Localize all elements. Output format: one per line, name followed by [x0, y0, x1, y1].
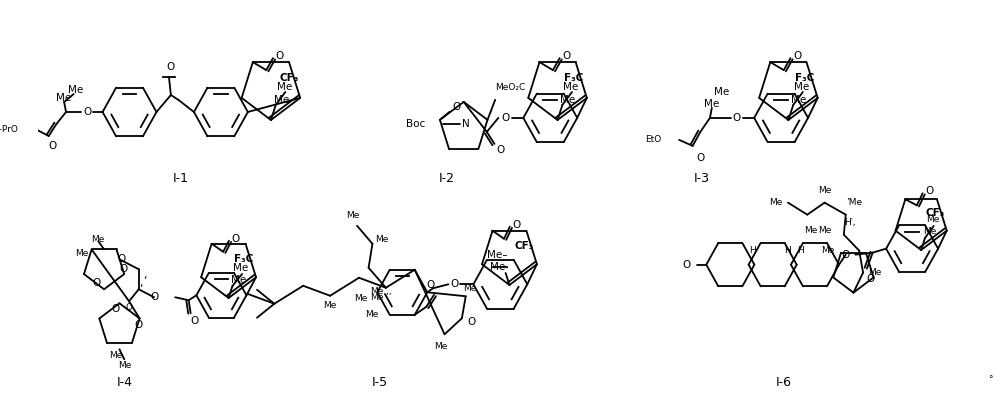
Text: Me: Me: [75, 249, 89, 258]
Text: Me: Me: [821, 246, 834, 255]
Text: O: O: [925, 186, 933, 197]
Text: Me: Me: [923, 227, 936, 237]
Text: Me: Me: [804, 226, 818, 235]
Text: Me: Me: [794, 82, 809, 92]
Text: O: O: [48, 141, 57, 151]
Text: O: O: [135, 320, 143, 330]
Text: Me: Me: [791, 95, 807, 105]
Text: I-5: I-5: [372, 376, 388, 389]
Text: Me: Me: [92, 235, 105, 244]
Text: EtO: EtO: [646, 135, 662, 145]
Text: Me,,,: Me,,,: [370, 287, 392, 296]
Text: O: O: [190, 316, 199, 326]
Text: Me: Me: [68, 85, 83, 95]
Text: CF₃: CF₃: [515, 241, 534, 251]
Text: Me: Me: [119, 361, 132, 370]
Text: Me: Me: [323, 301, 337, 310]
Text: CF₃: CF₃: [279, 73, 299, 83]
Text: Me: Me: [818, 226, 831, 235]
Text: I-4: I-4: [117, 376, 133, 389]
Text: Me: Me: [375, 235, 389, 244]
Text: O: O: [117, 254, 126, 264]
Text: Me: Me: [490, 262, 506, 272]
Text: O: O: [450, 279, 458, 289]
Text: Me: Me: [365, 310, 378, 319]
Text: O: O: [83, 107, 91, 117]
Text: Me: Me: [354, 294, 368, 303]
Text: Me: Me: [346, 211, 360, 220]
Text: Me: Me: [704, 99, 719, 109]
Text: O: O: [793, 51, 801, 61]
Text: i-PrO: i-PrO: [0, 125, 18, 135]
Text: O: O: [696, 153, 704, 163]
Text: Me: Me: [560, 95, 576, 105]
Text: I-1: I-1: [173, 172, 189, 185]
Text: O: O: [111, 304, 120, 314]
Text: MeO₂C: MeO₂C: [495, 83, 525, 93]
Text: Boc: Boc: [406, 119, 425, 129]
Text: °: °: [988, 376, 993, 385]
Text: O: O: [276, 51, 284, 61]
Text: O: O: [512, 220, 521, 230]
Text: O: O: [501, 113, 509, 123]
Text: Me: Me: [109, 351, 122, 360]
Text: H: H: [749, 246, 756, 255]
Text: Me: Me: [926, 216, 939, 224]
Text: O: O: [841, 250, 850, 260]
Text: ,: ,: [139, 278, 142, 288]
Text: ,: ,: [143, 270, 146, 280]
Text: Me: Me: [769, 198, 782, 207]
Text: H′,: H′,: [844, 218, 855, 227]
Text: Me: Me: [274, 95, 289, 105]
Text: O: O: [452, 102, 460, 112]
Text: F₃C: F₃C: [234, 254, 253, 264]
Text: I-2: I-2: [439, 172, 455, 185]
Text: N: N: [462, 119, 470, 129]
Text: O: O: [167, 62, 175, 72]
Text: O: O: [92, 278, 100, 288]
Text: Me: Me: [277, 82, 292, 92]
Text: H: H: [797, 246, 804, 255]
Text: F₃C: F₃C: [795, 73, 814, 83]
Text: Me: Me: [818, 186, 831, 195]
Text: O: O: [119, 264, 127, 274]
Text: Me: Me: [463, 284, 476, 293]
Text: O: O: [426, 280, 434, 290]
Text: O: O: [867, 274, 875, 283]
Text: I-6: I-6: [776, 376, 792, 389]
Text: Me: Me: [371, 293, 384, 302]
Text: O: O: [126, 303, 133, 312]
Text: O: O: [562, 51, 571, 61]
Text: H: H: [784, 246, 790, 255]
Text: O: O: [232, 234, 240, 244]
Text: I-3: I-3: [694, 172, 710, 185]
Text: Me: Me: [233, 263, 249, 273]
Text: Me: Me: [714, 87, 729, 97]
Text: ,: ,: [488, 105, 491, 115]
Text: Me: Me: [868, 268, 881, 277]
Text: O: O: [683, 260, 691, 270]
Text: CF₃: CF₃: [925, 208, 945, 218]
Text: ’Me: ’Me: [846, 198, 862, 207]
Text: O: O: [733, 113, 741, 123]
Text: Me: Me: [563, 82, 579, 92]
Text: Me: Me: [56, 93, 72, 103]
Text: Me: Me: [434, 342, 447, 351]
Text: .: .: [141, 285, 144, 294]
Text: F₃C: F₃C: [564, 73, 583, 83]
Text: O: O: [151, 292, 159, 302]
Text: Me: Me: [231, 275, 246, 285]
Text: O: O: [467, 317, 476, 327]
Text: O: O: [496, 145, 504, 155]
Text: Me–: Me–: [487, 250, 508, 260]
